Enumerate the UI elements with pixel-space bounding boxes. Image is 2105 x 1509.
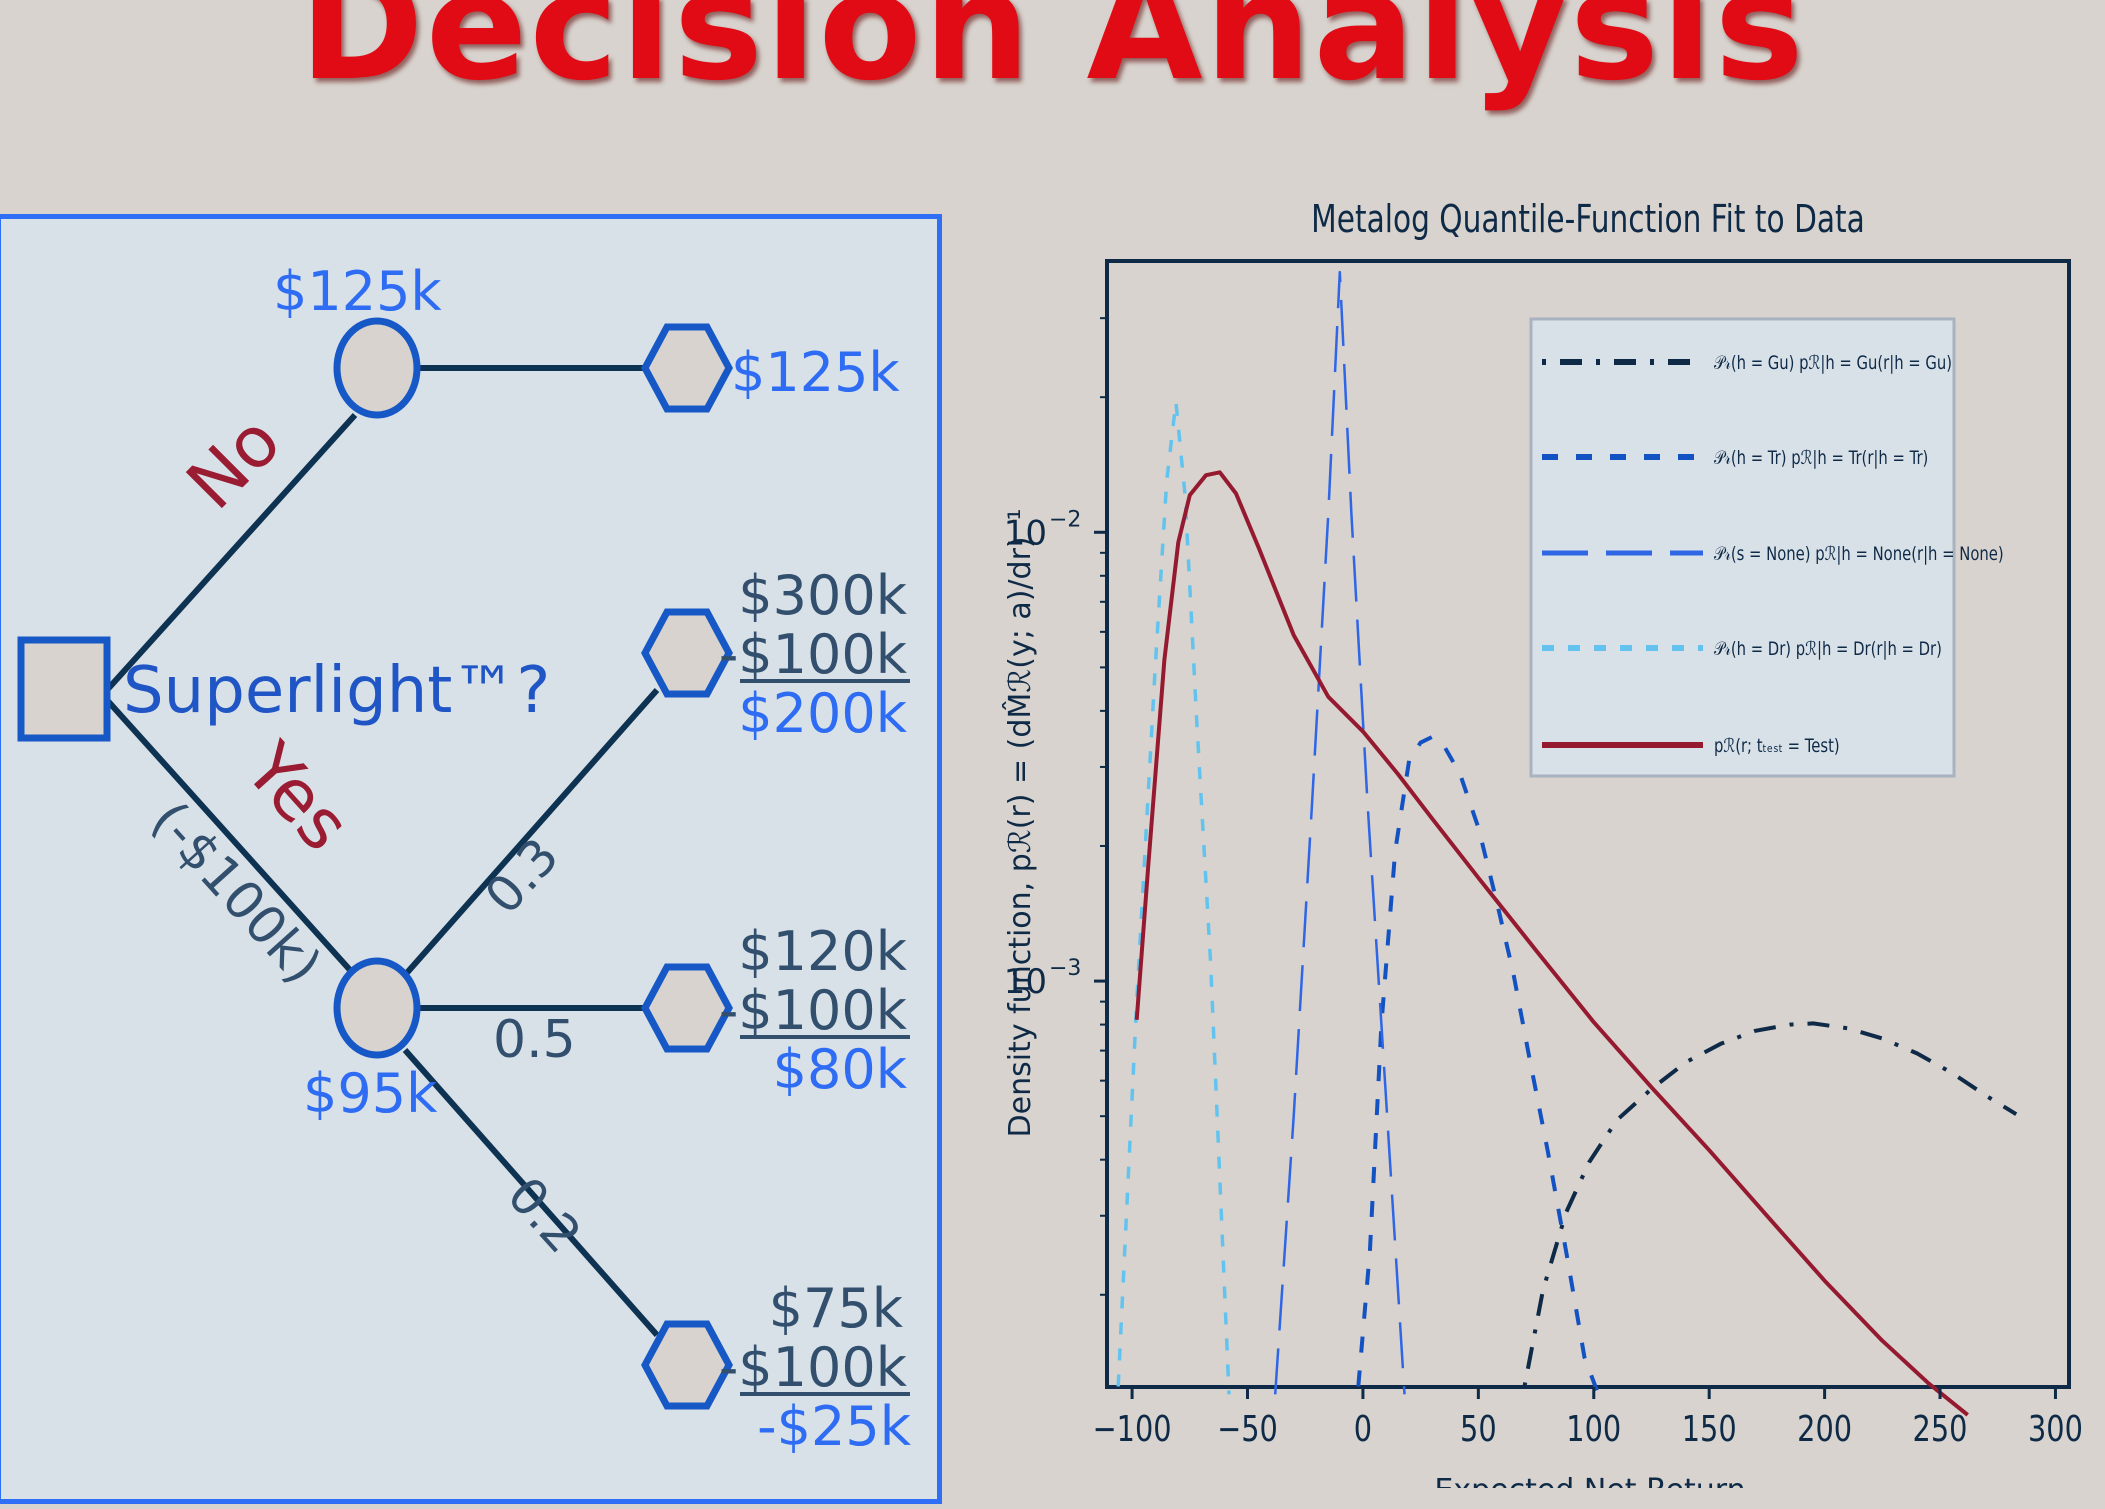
legend-label-2: 𝒫𝓇(s = None) pℛ|h = None(r|h = None) (1714, 543, 2004, 565)
legend-box (1529, 317, 1956, 778)
x-tick-label: 250 (1913, 1408, 1968, 1450)
plot-series (1116, 270, 2018, 1417)
y-axis-label: Density function, pℛ(r) = (dM̂ℛ(y; a)/dr… (1002, 509, 1038, 1138)
outcome-1-net: $200k (738, 682, 907, 745)
y-tick-label: 10 (1004, 513, 1047, 553)
legend: 𝒫𝓇(h = Gu) pℛ|h = Gu(r|h = Gu) 𝒫𝓇(h = Tr)… (1529, 317, 2004, 778)
legend-label-3: 𝒫𝓇(h = Dr) pℛ|h = Dr(r|h = Dr) (1714, 638, 1942, 660)
terminal-node-outcome-2[interactable] (641, 963, 733, 1053)
chance-node-no[interactable] (333, 317, 421, 419)
edge-yes (104, 697, 353, 973)
decision-label: Superlight™? (123, 654, 550, 728)
legend-entries: 𝒫𝓇(h = Gu) pℛ|h = Gu(r|h = Gu) 𝒫𝓇(h = Tr)… (1542, 352, 2004, 758)
terminal-node-outcome-3[interactable] (641, 1320, 733, 1410)
legend-label-4: pℛ(r; tₜₑₛₜ = Test) (1714, 735, 1840, 757)
no-node-value: $125k (273, 260, 442, 323)
branch-label-yes: Yes (229, 727, 366, 867)
series-line-4 (1134, 470, 1969, 1417)
terminal-node-no[interactable] (641, 323, 733, 413)
y-tick-label: 10 (1004, 962, 1047, 1002)
outcome-3-net: -$25k (757, 1395, 912, 1458)
outcome-2-net: $80k (773, 1038, 908, 1101)
x-tick-label: −100 (1093, 1408, 1172, 1450)
outcome-3-gross: $75k (769, 1277, 904, 1340)
outcome-2-cost: -$100k (719, 979, 908, 1042)
series-line-2 (1273, 270, 1406, 1395)
branch-label-no: No (171, 400, 296, 525)
edge-no (104, 412, 358, 693)
chance-node-yes[interactable] (333, 957, 421, 1059)
decision-node[interactable] (17, 636, 111, 742)
x-tick-label: 300 (2028, 1408, 2083, 1450)
edge-outcome-1 (402, 688, 660, 977)
y-tick-exponent: −2 (1049, 507, 1081, 532)
density-chart: Metalog Quantile-Function Fit to Data −1… (1002, 197, 2083, 1488)
yes-node-value: $95k (303, 1062, 438, 1125)
x-tick-label: 150 (1682, 1408, 1737, 1450)
outcome-2-gross: $120k (738, 920, 907, 983)
no-terminal-value: $125k (731, 341, 900, 404)
probability-outcome-2: 0.5 (493, 1010, 576, 1070)
probability-outcome-1: 0.3 (474, 827, 570, 925)
outcome-3-cost: -$100k (719, 1336, 908, 1399)
page-title: Decision Analysis (299, 0, 1806, 114)
tree-edges (104, 365, 660, 1337)
x-tick-label: 0 (1354, 1408, 1372, 1450)
x-tick-label: 100 (1566, 1408, 1621, 1450)
x-tick-label: 200 (1797, 1408, 1852, 1450)
legend-label-0: 𝒫𝓇(h = Gu) pℛ|h = Gu(r|h = Gu) (1714, 352, 1952, 374)
x-tick-label: −50 (1217, 1408, 1278, 1450)
x-tick-label: 50 (1460, 1408, 1497, 1450)
edge-outcome-3 (402, 1048, 660, 1337)
chart-title: Metalog Quantile-Function Fit to Data (1311, 197, 1865, 242)
series-line-0 (1522, 1021, 2018, 1387)
decision-tree: Superlight™? No $125k $125k Yes (-$100k)… (17, 260, 912, 1458)
outcome-1-gross: $300k (738, 564, 907, 627)
legend-label-1: 𝒫𝓇(h = Tr) pℛ|h = Tr(r|h = Tr) (1714, 447, 1928, 469)
decision-tree-panel: Superlight™? No $125k $125k Yes (-$100k)… (0, 214, 942, 1504)
series-line-3 (1116, 400, 1231, 1395)
y-tick-exponent: −3 (1049, 956, 1081, 981)
terminal-node-outcome-1[interactable] (641, 608, 733, 698)
x-axis-label: Expected Net Return (1434, 1473, 1745, 1488)
series-line-1 (1356, 734, 1601, 1396)
outcome-1-cost: -$100k (719, 623, 908, 686)
